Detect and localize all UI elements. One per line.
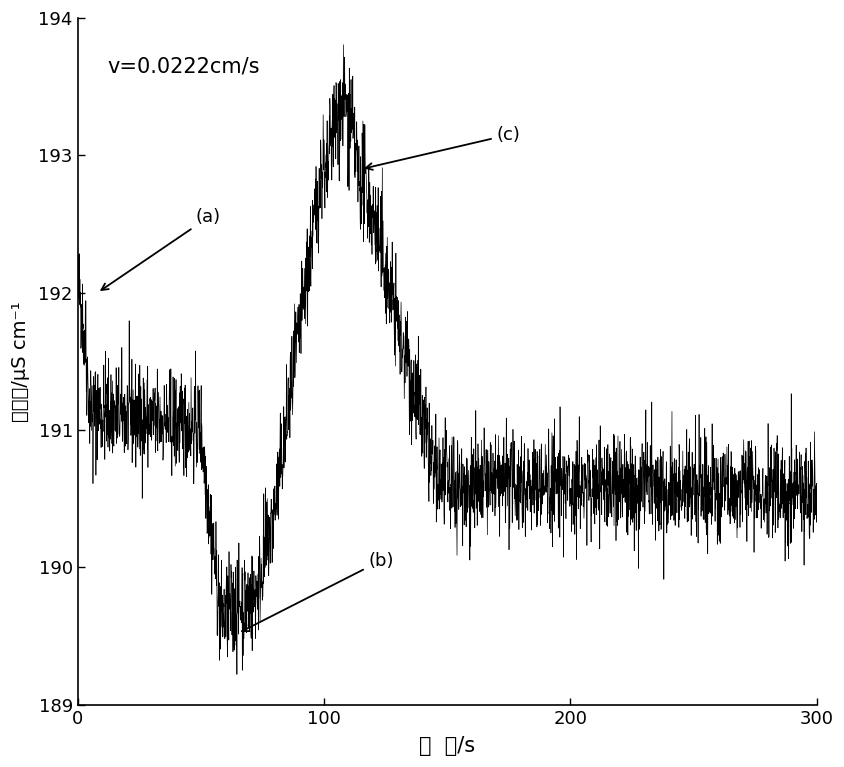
Text: (c): (c)	[365, 126, 520, 170]
Text: (b): (b)	[242, 551, 393, 631]
Text: (a): (a)	[101, 208, 221, 290]
X-axis label: 时  间/s: 时 间/s	[419, 736, 475, 756]
Y-axis label: 电导率/μS cm⁻¹: 电导率/μS cm⁻¹	[11, 301, 30, 422]
Text: v=0.0222cm/s: v=0.0222cm/s	[107, 57, 259, 77]
